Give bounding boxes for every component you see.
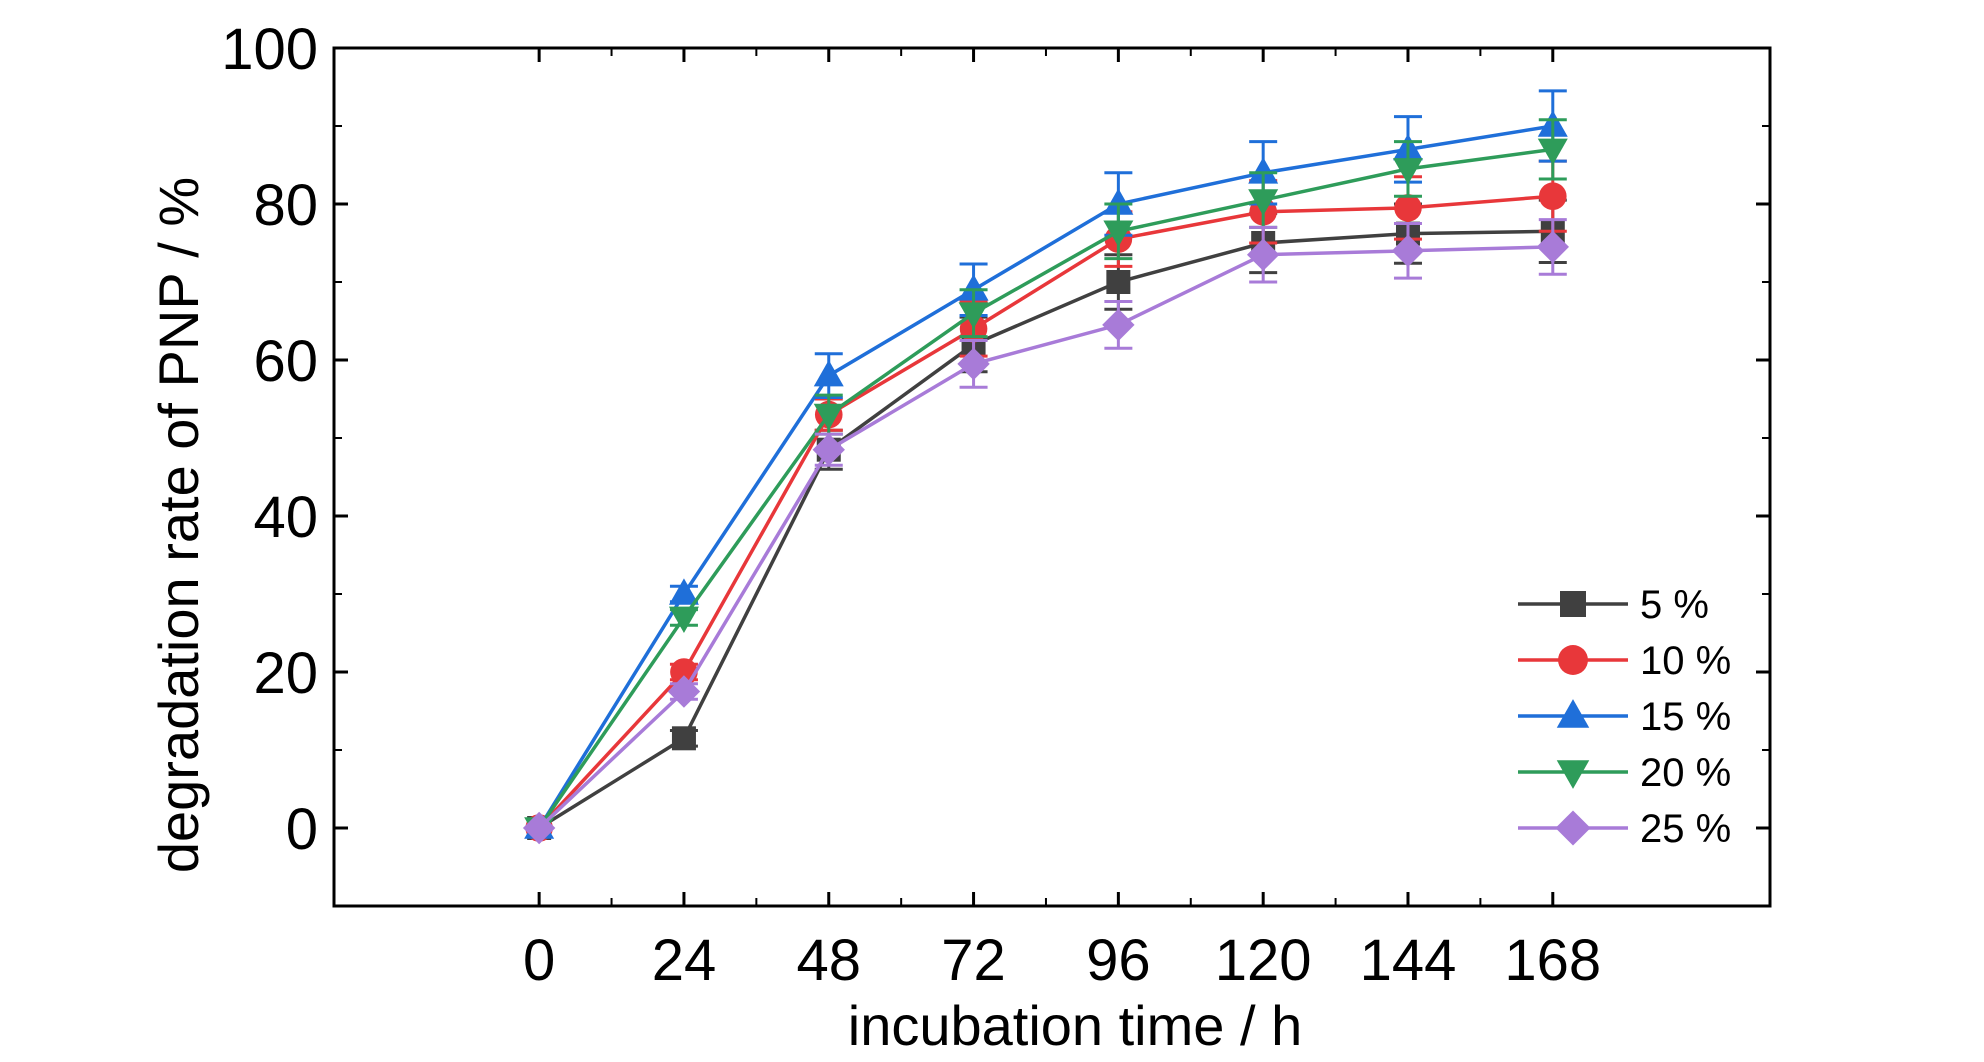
y-axis-title: degradation rate of PNP / %	[147, 177, 210, 873]
data-point	[1103, 188, 1134, 215]
data-point	[668, 606, 699, 633]
x-axis-title: incubation time / h	[848, 994, 1302, 1057]
legend-label: 25 %	[1640, 807, 1731, 851]
x-tick-label: 72	[941, 928, 1006, 993]
data-point	[1394, 194, 1422, 222]
data-point	[1391, 234, 1425, 267]
y-axis: 0 20 40 60 80 100	[221, 17, 1770, 907]
legend-marker	[1556, 760, 1590, 789]
series-5pct	[527, 198, 1567, 840]
data-point	[958, 274, 989, 301]
data-point	[1246, 238, 1280, 271]
series-line	[537, 124, 1554, 829]
y-tick-label: 20	[253, 641, 318, 706]
data-point	[813, 403, 844, 431]
legend: 5 % 10 % 15 % 20 % 25 %	[1518, 583, 1731, 851]
data-point	[1248, 189, 1279, 216]
legend-marker	[1556, 699, 1590, 728]
series-layer	[522, 89, 1569, 845]
data-point	[671, 726, 696, 751]
x-tick-label: 0	[523, 928, 555, 993]
data-point	[1536, 230, 1569, 264]
legend-marker	[1560, 591, 1586, 617]
data-point	[958, 302, 989, 329]
axes-frame	[332, 46, 1772, 908]
data-point	[1538, 182, 1567, 210]
legend-item: 25 %	[1518, 807, 1731, 851]
legend-marker	[1558, 645, 1588, 675]
legend-item: 5 %	[1518, 583, 1709, 627]
x-tick-label: 144	[1360, 928, 1457, 993]
legend-label: 10 %	[1640, 639, 1731, 683]
x-tick-label: 120	[1215, 928, 1312, 993]
x-tick-label: 96	[1086, 928, 1151, 993]
data-point	[1248, 157, 1279, 184]
data-point	[1537, 138, 1568, 165]
legend-item: 15 %	[1518, 695, 1731, 739]
series-line	[538, 229, 1553, 830]
y-tick-label: 0	[286, 797, 318, 862]
series-25pct	[522, 218, 1569, 845]
x-tick-label: 24	[652, 928, 717, 993]
plot-frame	[332, 46, 1772, 908]
data-point	[813, 360, 844, 387]
legend-label: 5 %	[1640, 583, 1709, 627]
x-axis: 0 24 48 72 96 120 144 168	[523, 48, 1601, 993]
data-point	[522, 811, 556, 845]
y-tick-label: 40	[253, 485, 318, 550]
series-line	[537, 194, 1553, 830]
data-point	[812, 433, 845, 466]
legend-item: 10 %	[1518, 639, 1731, 683]
data-point	[1392, 158, 1423, 185]
legend-item: 20 %	[1518, 751, 1731, 795]
y-tick-label: 100	[221, 17, 318, 82]
data-point	[667, 675, 701, 708]
data-point	[1106, 270, 1131, 294]
data-point	[957, 347, 990, 381]
series-line	[537, 147, 1554, 829]
legend-label: 20 %	[1640, 751, 1731, 795]
legend-label: 15 %	[1640, 695, 1731, 739]
y-tick-label: 80	[253, 173, 318, 238]
data-point	[1102, 308, 1135, 342]
series-line	[537, 245, 1553, 830]
data-point	[1103, 220, 1134, 247]
data-point	[668, 578, 699, 605]
x-tick-label: 168	[1504, 928, 1601, 993]
x-tick-label: 48	[796, 928, 861, 993]
y-tick-label: 60	[253, 329, 318, 394]
legend-marker	[1555, 810, 1591, 846]
